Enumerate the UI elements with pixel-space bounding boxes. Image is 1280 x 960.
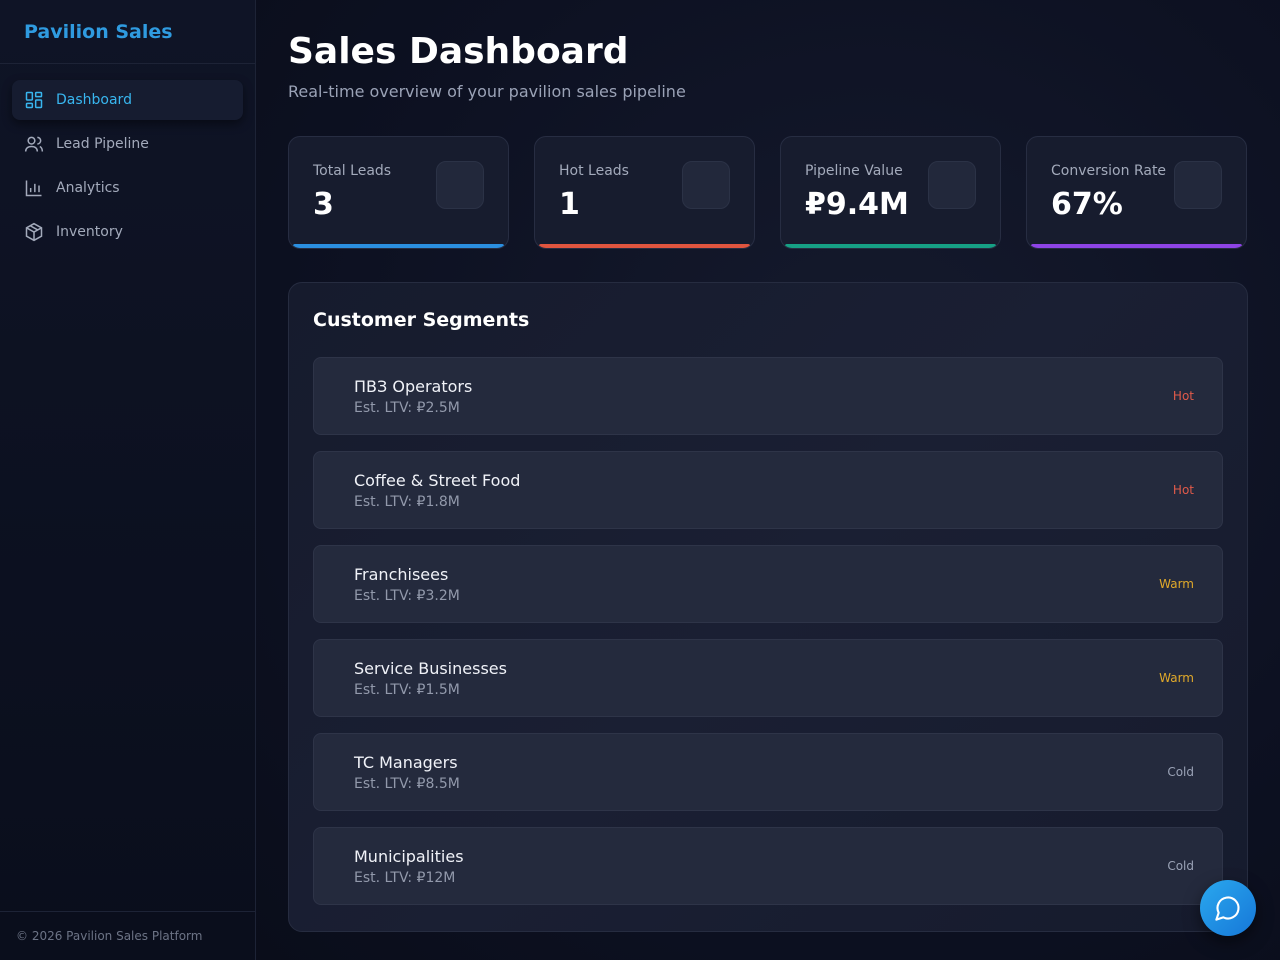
stat-card-conversion-rate[interactable]: Conversion Rate 67% [1026, 136, 1247, 249]
segment-temperature-tag: Warm [1159, 577, 1194, 591]
stat-accent-bar [1031, 244, 1242, 248]
segment-row[interactable]: Service Businesses Est. LTV: ₽1.5M Warm [313, 639, 1223, 717]
stat-card-hot-leads[interactable]: Hot Leads 1 [534, 136, 755, 249]
segment-ltv: Est. LTV: ₽8.5M [354, 775, 460, 792]
segment-info: Municipalities Est. LTV: ₽12M [354, 847, 464, 886]
stat-accent-bar [293, 244, 504, 248]
segment-ltv: Est. LTV: ₽1.8M [354, 493, 460, 510]
stat-value: ₽9.4M [805, 187, 909, 222]
segment-ltv: Est. LTV: ₽12M [354, 869, 456, 886]
segment-row[interactable]: Municipalities Est. LTV: ₽12M Cold [313, 827, 1223, 905]
sidebar-item-analytics[interactable]: Analytics [12, 168, 243, 208]
stat-card-pipeline-value[interactable]: Pipeline Value ₽9.4M [780, 136, 1001, 249]
sidebar-item-label: Dashboard [56, 92, 132, 108]
sidebar-item-label: Analytics [56, 180, 120, 196]
segment-info: ПВЗ Operators Est. LTV: ₽2.5M [354, 377, 472, 416]
bar-chart-icon [25, 180, 42, 197]
segment-row[interactable]: ПВЗ Operators Est. LTV: ₽2.5M Hot [313, 357, 1223, 435]
sidebar-footer: © 2026 Pavilion Sales Platform [0, 911, 255, 960]
segment-info: Franchisees Est. LTV: ₽3.2M [354, 565, 460, 604]
customer-segments-panel: Customer Segments ПВЗ Operators Est. LTV… [288, 282, 1248, 932]
stat-label: Hot Leads [559, 163, 629, 179]
stat-icon-placeholder [682, 161, 730, 209]
segment-temperature-tag: Hot [1172, 483, 1194, 497]
segment-name: Coffee & Street Food [354, 470, 521, 490]
segment-row[interactable]: Franchisees Est. LTV: ₽3.2M Warm [313, 545, 1223, 623]
segment-row[interactable]: Coffee & Street Food Est. LTV: ₽1.8M Hot [313, 451, 1223, 529]
sidebar-item-lead-pipeline[interactable]: Lead Pipeline [12, 124, 243, 164]
segment-temperature-tag: Warm [1159, 671, 1194, 685]
segment-name: Municipalities [354, 846, 464, 866]
dashboard-icon [25, 91, 43, 109]
stat-label: Pipeline Value [805, 163, 903, 179]
stat-label: Total Leads [313, 163, 392, 179]
chat-bubble-icon [1215, 896, 1240, 921]
segments-title: Customer Segments [313, 309, 530, 331]
stat-accent-bar [785, 244, 996, 248]
segment-ltv: Est. LTV: ₽3.2M [354, 587, 460, 604]
sidebar-item-label: Lead Pipeline [56, 136, 149, 152]
segment-ltv: Est. LTV: ₽1.5M [354, 681, 460, 698]
segment-ltv: Est. LTV: ₽2.5M [354, 399, 460, 416]
stats-row: Total Leads 3 Hot Leads 1 Pipeline Value… [288, 136, 1248, 249]
segment-name: Service Businesses [354, 658, 507, 678]
page-subtitle: Real-time overview of your pavilion sale… [288, 82, 686, 101]
segment-list: ПВЗ Operators Est. LTV: ₽2.5M Hot Coffee… [313, 357, 1223, 905]
sidebar: Pavilion Sales Dashboard Lead Pipeline [0, 0, 256, 960]
segment-name: ПВЗ Operators [354, 376, 473, 396]
segment-info: Service Businesses Est. LTV: ₽1.5M [354, 659, 507, 698]
sidebar-item-dashboard[interactable]: Dashboard [12, 80, 243, 120]
segment-name: Franchisees [354, 564, 449, 584]
sidebar-item-inventory[interactable]: Inventory [12, 212, 243, 252]
stat-label: Conversion Rate [1051, 163, 1167, 179]
stat-value: 67% [1051, 187, 1123, 222]
stat-value: 1 [559, 187, 580, 222]
page-title: Sales Dashboard [288, 31, 629, 72]
users-icon [24, 136, 44, 152]
segment-temperature-tag: Cold [1167, 859, 1194, 873]
segment-temperature-tag: Hot [1172, 389, 1194, 403]
chat-button[interactable] [1200, 880, 1256, 936]
segment-info: TC Managers Est. LTV: ₽8.5M [354, 753, 460, 792]
stat-icon-placeholder [436, 161, 484, 209]
stat-value: 3 [313, 187, 334, 222]
brand: Pavilion Sales [0, 0, 255, 64]
stat-icon-placeholder [928, 161, 976, 209]
main-content: Sales Dashboard Real-time overview of yo… [256, 0, 1280, 960]
brand-name[interactable]: Pavilion Sales [24, 20, 173, 43]
stat-card-total-leads[interactable]: Total Leads 3 [288, 136, 509, 249]
segment-name: TC Managers [354, 752, 458, 772]
stat-icon-placeholder [1174, 161, 1222, 209]
segment-info: Coffee & Street Food Est. LTV: ₽1.8M [354, 471, 520, 510]
sidebar-item-label: Inventory [56, 224, 123, 240]
package-icon [25, 222, 43, 242]
segment-temperature-tag: Cold [1167, 765, 1194, 779]
segment-row[interactable]: TC Managers Est. LTV: ₽8.5M Cold [313, 733, 1223, 811]
sidebar-nav: Dashboard Lead Pipeline Analytics In [0, 64, 255, 272]
stat-accent-bar [539, 244, 750, 248]
